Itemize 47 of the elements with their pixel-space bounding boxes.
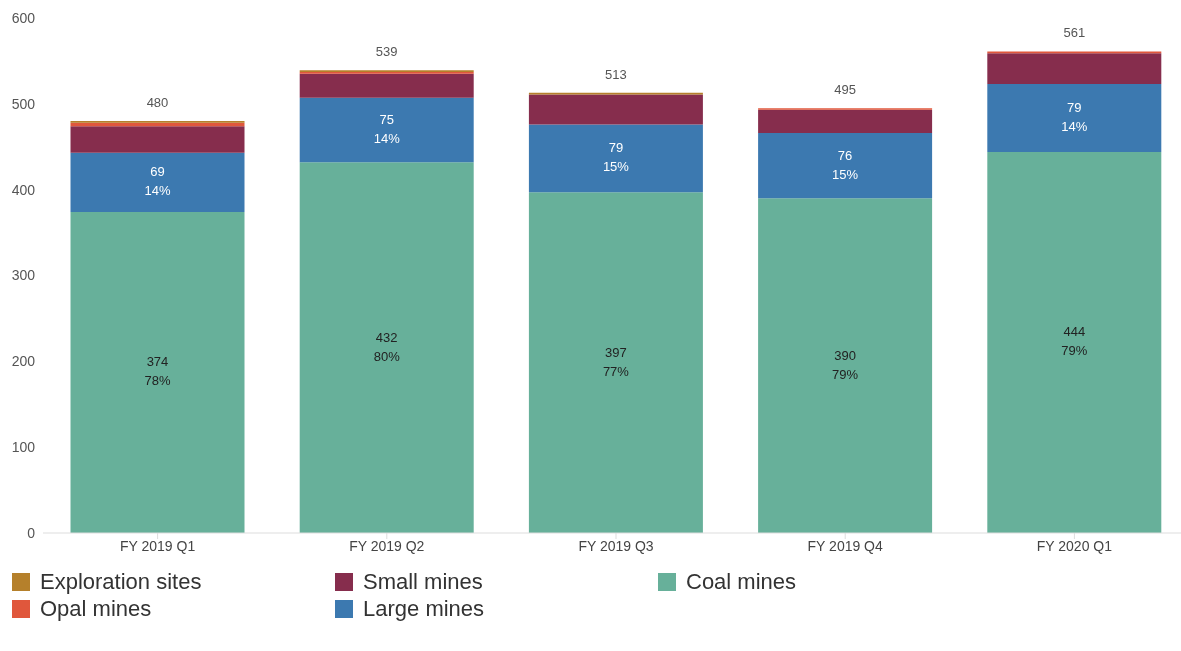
bar <box>70 211 245 533</box>
x-tick-label: FY 2019 Q2 <box>349 537 425 554</box>
total-label: 513 <box>605 66 627 82</box>
y-tick-label: 100 <box>11 439 36 456</box>
bar <box>528 192 703 533</box>
data-label: 79 15% <box>602 140 630 175</box>
data-label: 76 15% <box>832 148 859 183</box>
data-label: 79 14% <box>1061 100 1088 135</box>
y-tick-label: 400 <box>11 181 36 198</box>
y-tick-label: 0 <box>27 524 36 541</box>
x-tick-label: FY 2020 Q1 <box>1036 537 1113 554</box>
bar <box>70 126 245 153</box>
y-tick-label: 300 <box>11 267 36 284</box>
data-label: 75 14% <box>373 112 401 147</box>
bar <box>987 84 1162 152</box>
legend-label: Exploration sites <box>40 568 202 595</box>
total-label: 480 <box>146 95 169 110</box>
total-label: 539 <box>375 44 398 60</box>
bar <box>299 73 474 98</box>
total-label: 495 <box>834 82 856 98</box>
legend-label: Small mines <box>363 568 483 595</box>
y-tick-label: 500 <box>11 95 36 112</box>
data-label: 374 78% <box>144 354 171 389</box>
bar <box>758 133 933 199</box>
bar <box>987 151 1162 533</box>
legend-label: Large mines <box>363 595 485 622</box>
legend-label: Coal mines <box>686 568 797 595</box>
x-tick-label: FY 2019 Q1 <box>119 537 196 554</box>
bar <box>528 124 703 193</box>
x-tick-label: FY 2019 Q3 <box>578 537 654 554</box>
data-label: 444 79% <box>1061 324 1088 359</box>
bar <box>758 198 933 533</box>
data-label: 397 77% <box>602 345 630 380</box>
bar <box>987 53 1162 85</box>
bar <box>70 152 245 212</box>
y-tick-label: 200 <box>11 353 36 370</box>
x-tick-label: FY 2019 Q4 <box>807 537 884 554</box>
legend-label: Opal mines <box>40 595 152 622</box>
data-label: 390 79% <box>832 348 859 383</box>
bar <box>758 109 933 134</box>
data-label: 432 80% <box>373 330 401 365</box>
bar <box>299 97 474 163</box>
data-label: 69 14% <box>144 164 171 199</box>
total-label: 561 <box>1063 25 1086 41</box>
bar <box>299 162 474 533</box>
bar <box>528 94 703 125</box>
y-tick-label: 600 <box>11 9 36 26</box>
